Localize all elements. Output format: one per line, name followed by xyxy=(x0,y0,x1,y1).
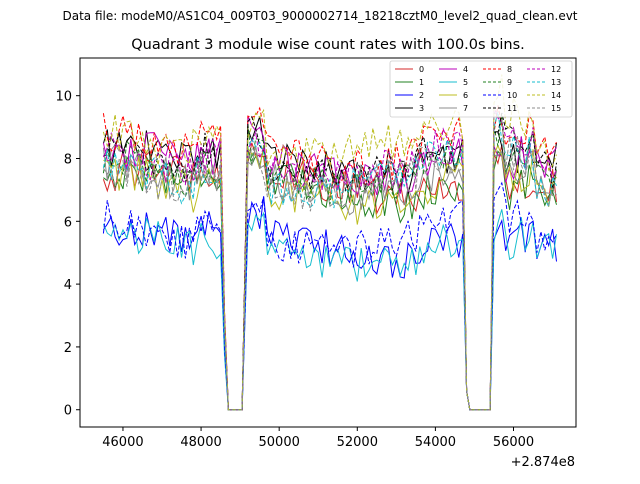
y-tick-label-2: 2 xyxy=(64,341,72,356)
legend-label-8: 8 xyxy=(507,65,512,74)
legend-label-11: 11 xyxy=(507,104,517,113)
x-tick-label-54000: 54000 xyxy=(415,435,456,450)
y-tick-label-4: 4 xyxy=(64,278,72,293)
legend-label-7: 7 xyxy=(463,104,468,113)
legend-box xyxy=(389,60,573,118)
x-tick-label-50000: 50000 xyxy=(259,435,300,450)
legend-label-15: 15 xyxy=(551,104,561,113)
legend-label-9: 9 xyxy=(507,78,512,87)
x-tick-label-56000: 56000 xyxy=(493,435,534,450)
chart-title: Quadrant 3 module wise count rates with … xyxy=(131,37,525,53)
y-tick-label-8: 8 xyxy=(64,152,72,167)
legend-label-2: 2 xyxy=(419,91,424,100)
series-lines xyxy=(102,74,557,411)
legend-label-1: 1 xyxy=(419,78,424,87)
x-tick-label-46000: 46000 xyxy=(102,435,143,450)
y-tick-label-0: 0 xyxy=(64,404,72,419)
legend-label-5: 5 xyxy=(463,78,468,87)
series-line-12 xyxy=(102,106,557,411)
x-tick-label-48000: 48000 xyxy=(180,435,221,450)
legend-label-6: 6 xyxy=(463,91,468,100)
legend-label-14: 14 xyxy=(551,91,561,100)
legend-label-3: 3 xyxy=(419,104,424,113)
y-tick-label-10: 10 xyxy=(55,90,72,105)
legend-label-0: 0 xyxy=(419,65,424,74)
x-tick-label-52000: 52000 xyxy=(337,435,378,450)
x-offset-label: +2.874e8 xyxy=(511,455,575,470)
plot-frame xyxy=(79,57,577,428)
legend-label-4: 4 xyxy=(463,65,468,74)
legend-label-13: 13 xyxy=(551,78,561,87)
series-line-14 xyxy=(102,74,557,411)
figure-suptitle: Data file: modeM0/AS1C04_009T03_90000027… xyxy=(62,9,577,23)
series-line-15 xyxy=(102,110,557,411)
legend-label-10: 10 xyxy=(507,91,517,100)
y-tick-label-6: 6 xyxy=(64,215,72,230)
legend-label-12: 12 xyxy=(551,65,561,74)
